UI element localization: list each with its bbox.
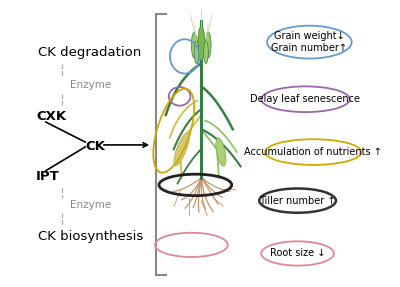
Text: CK degradation: CK degradation (38, 46, 141, 59)
Text: Root size ↓: Root size ↓ (270, 249, 325, 259)
Text: Enzyme: Enzyme (70, 80, 111, 90)
Text: Tiller number ↑: Tiller number ↑ (259, 196, 336, 205)
Ellipse shape (204, 41, 208, 63)
Ellipse shape (174, 133, 189, 166)
Text: Enzyme: Enzyme (70, 200, 111, 210)
Ellipse shape (216, 138, 226, 166)
Text: CK: CK (85, 140, 105, 153)
Ellipse shape (206, 32, 211, 58)
Ellipse shape (194, 41, 199, 63)
Text: Delay leaf senescence: Delay leaf senescence (250, 94, 360, 104)
Ellipse shape (192, 32, 197, 58)
Text: CK biosynthesis: CK biosynthesis (38, 230, 143, 243)
Ellipse shape (198, 26, 205, 61)
Text: Grain weight↓
Grain number↑: Grain weight↓ Grain number↑ (271, 31, 347, 53)
Text: IPT: IPT (36, 170, 60, 183)
Text: Accumulation of nutrients ↑: Accumulation of nutrients ↑ (244, 147, 382, 157)
Text: CXK: CXK (36, 110, 66, 123)
